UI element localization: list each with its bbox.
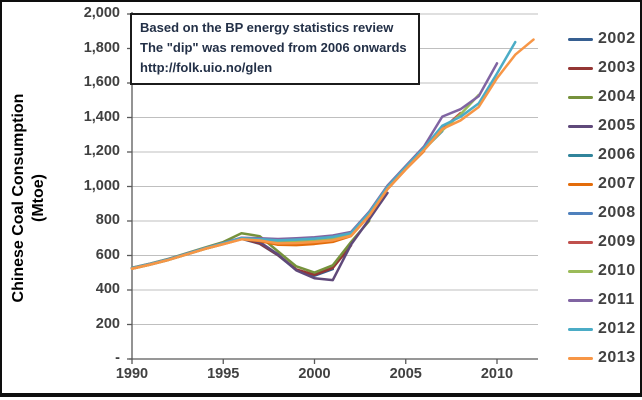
legend-swatch-icon <box>568 269 593 273</box>
legend-item-2009: 2009 <box>568 233 636 251</box>
legend-label: 2002 <box>598 30 636 47</box>
y-tick-label: 200 <box>95 315 120 332</box>
legend-item-2012: 2012 <box>568 320 636 338</box>
x-tick-label: 1995 <box>207 366 240 382</box>
y-tick-label: 1,600 <box>83 74 120 90</box>
y-axis-title-line2: (Mtoe) <box>30 174 47 222</box>
legend-item-2004: 2004 <box>568 88 636 106</box>
legend-item-2011: 2011 <box>568 291 635 309</box>
legend-swatch-icon <box>568 356 593 360</box>
legend-label: 2004 <box>598 88 636 105</box>
legend-label: 2008 <box>598 204 636 221</box>
legend-label: 2012 <box>598 320 636 337</box>
x-tick-label: 1990 <box>115 366 149 382</box>
y-tick-label: - <box>115 350 120 366</box>
legend-label: 2007 <box>598 175 636 192</box>
annotation-line1: Based on the BP energy statistics review <box>140 20 394 35</box>
legend-swatch-icon <box>568 327 593 331</box>
legend-label: 2005 <box>598 117 636 134</box>
legend-label: 2013 <box>598 349 636 366</box>
legend-swatch-icon <box>568 211 593 215</box>
legend-item-2008: 2008 <box>568 204 636 222</box>
legend-item-2007: 2007 <box>568 175 636 193</box>
annotation-line3: http://folk.uio.no/glen <box>140 60 273 75</box>
legend-swatch-icon <box>568 95 593 99</box>
legend-item-2002: 2002 <box>568 30 636 48</box>
legend-swatch-icon <box>568 124 593 128</box>
y-tick-label: 1,800 <box>83 39 120 56</box>
series-line-2011 <box>130 62 499 270</box>
series-line-2013 <box>130 38 535 270</box>
y-axis-title: Chinese Coal Consumption (Mtoe) <box>9 28 49 368</box>
series-line-2004 <box>130 219 371 274</box>
annotation-line2: The "dip" was removed from 2006 onwards <box>140 40 407 55</box>
legend-swatch-icon <box>568 66 593 70</box>
legend-label: 2009 <box>598 233 636 250</box>
legend-label: 2003 <box>598 59 636 76</box>
y-tick-label: 1,000 <box>83 177 120 194</box>
y-tick-label: 1,400 <box>83 108 120 125</box>
legend-swatch-icon <box>568 240 593 244</box>
legend-item-2006: 2006 <box>568 146 636 164</box>
legend-swatch-icon <box>568 182 593 186</box>
y-tick-label: 400 <box>95 281 120 297</box>
y-axis-title-line1: Chinese Coal Consumption <box>10 93 27 303</box>
legend-item-2013: 2013 <box>568 349 636 367</box>
legend-label: 2010 <box>598 262 636 279</box>
x-tick-label: 2010 <box>480 366 514 382</box>
legend-swatch-icon <box>568 37 593 41</box>
x-tick-label: 2005 <box>389 366 422 382</box>
y-tick-label: 800 <box>95 212 120 228</box>
legend-swatch-icon <box>568 153 593 157</box>
y-tick-label: 1,200 <box>83 143 120 159</box>
legend-label: 2011 <box>598 291 635 308</box>
x-tick-label: 2000 <box>298 366 331 382</box>
annotation-box: Based on the BP energy statistics review… <box>130 13 420 85</box>
y-tick-label: 600 <box>95 246 120 263</box>
legend-item-2003: 2003 <box>568 59 636 77</box>
legend-item-2010: 2010 <box>568 262 636 280</box>
legend-label: 2006 <box>598 146 636 163</box>
y-tick-label: 2,000 <box>83 5 120 21</box>
legend-swatch-icon <box>568 298 593 302</box>
legend-item-2005: 2005 <box>568 117 636 135</box>
